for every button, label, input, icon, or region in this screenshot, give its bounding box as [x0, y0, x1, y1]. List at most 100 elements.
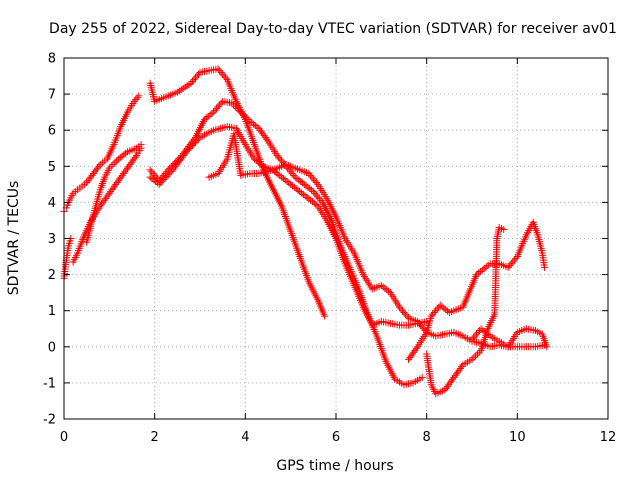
y-tick-label: 0	[48, 340, 56, 355]
y-axis-label: SDTVAR / TECUs	[6, 181, 22, 296]
data-point-interp	[172, 162, 180, 170]
data-point-interp	[275, 153, 283, 161]
data-point-interp	[219, 70, 227, 78]
data-point-interp	[184, 146, 192, 154]
trace-9	[405, 218, 549, 363]
data-point-interp	[472, 352, 480, 360]
data-point-interp	[111, 159, 119, 167]
data-point-interp	[311, 177, 319, 185]
data-point-interp	[452, 370, 460, 378]
data-point-interp	[310, 199, 318, 207]
data-point-interp	[230, 101, 238, 109]
data-point	[543, 343, 551, 351]
data-point-interp	[120, 151, 128, 159]
data-point-interp	[445, 381, 453, 389]
data-point-interp	[107, 188, 115, 196]
data-point	[477, 325, 485, 333]
data-point-interp	[474, 328, 482, 336]
data-point-interp	[276, 172, 284, 180]
data-point-interp	[117, 173, 125, 181]
data-point	[405, 355, 413, 363]
data-point-interp	[100, 197, 108, 205]
data-point-interp	[112, 180, 120, 188]
chart-title: Day 255 of 2022, Sidereal Day-to-day VTE…	[49, 21, 617, 37]
data-point	[305, 195, 313, 203]
data-point-interp	[122, 166, 130, 174]
data-point-interp	[484, 331, 492, 339]
data-point-interp	[454, 368, 462, 376]
data-point-interp	[118, 171, 126, 179]
data-point-interp	[301, 192, 309, 200]
data-point-interp	[418, 323, 426, 331]
data-point	[436, 301, 444, 309]
data-point-interp	[290, 171, 298, 179]
data-point-interp	[214, 103, 222, 111]
data-point-interp	[132, 96, 140, 104]
data-point-interp	[248, 119, 256, 127]
data-point-interp	[484, 261, 492, 269]
data-point-interp	[103, 193, 111, 201]
data-point-interp	[274, 170, 282, 178]
data-point-interp	[84, 177, 92, 185]
data-point-interp	[303, 193, 311, 201]
data-point	[296, 188, 304, 196]
y-tick-label: 5	[48, 160, 56, 175]
trace-10	[423, 224, 508, 398]
data-point-interp	[161, 174, 169, 182]
data-point	[321, 312, 329, 320]
data-point	[135, 92, 143, 100]
x-tick-label: 10	[509, 430, 526, 445]
data-point-interp	[235, 106, 243, 114]
data-point-interp	[87, 173, 95, 181]
data-point-interp	[483, 329, 491, 337]
data-point-interp	[95, 162, 103, 170]
data-point-interp	[299, 190, 307, 198]
data-point-interp	[148, 175, 156, 183]
data-point-interp	[451, 372, 459, 380]
data-point	[214, 65, 222, 73]
data-point-interp	[116, 154, 124, 162]
data-point-interp	[121, 168, 129, 176]
data-point-interp	[242, 114, 250, 122]
data-point-interp	[126, 160, 134, 168]
data-point	[237, 108, 245, 116]
trace-6	[146, 97, 426, 389]
data-point-interp	[476, 268, 484, 276]
data-point-interp	[432, 307, 440, 315]
x-tick-label: 8	[423, 430, 431, 445]
data-point-interp	[131, 153, 139, 161]
data-point-interp	[152, 177, 160, 185]
data-point-interp	[258, 161, 266, 169]
data-point-interp	[174, 159, 182, 167]
data-point-interp	[430, 309, 438, 317]
data-point-interp	[206, 111, 214, 119]
data-point-interp	[99, 198, 107, 206]
data-point-interp	[125, 162, 133, 170]
data-point-interp	[261, 133, 269, 141]
data-point-interp	[249, 120, 257, 128]
data-point-interp	[190, 76, 198, 84]
data-point-interp	[410, 348, 418, 356]
data-point-interp	[166, 169, 174, 177]
data-point-interp	[480, 264, 488, 272]
data-point-interp	[383, 286, 391, 294]
data-point-interp	[150, 176, 158, 184]
data-point-interp	[302, 182, 310, 190]
data-point-interp	[482, 263, 490, 271]
y-tick-label: 4	[48, 196, 56, 211]
data-point	[201, 115, 209, 123]
data-point-interp	[446, 379, 454, 387]
x-tick-label: 6	[332, 430, 340, 445]
data-point-interp	[256, 126, 264, 134]
data-point	[291, 173, 299, 181]
y-tick-label: 2	[48, 268, 56, 283]
data-point-interp	[88, 171, 96, 179]
data-point	[450, 373, 458, 381]
x-tick-label: 2	[151, 430, 159, 445]
data-point-interp	[109, 184, 117, 192]
data-point-interp	[191, 74, 199, 82]
data-point-interp	[157, 179, 165, 187]
data-point	[441, 386, 449, 394]
data-point-interp	[293, 175, 301, 183]
